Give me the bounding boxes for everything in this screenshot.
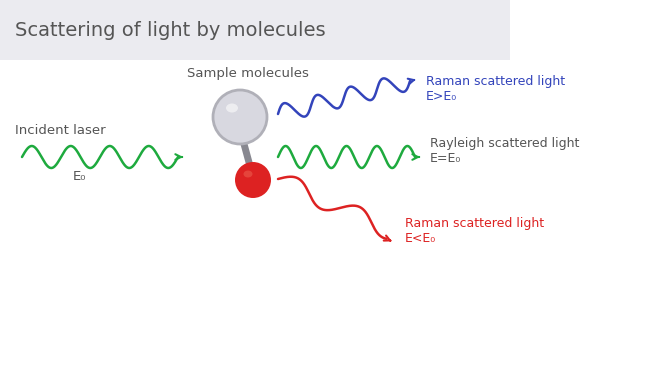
Text: Raman scattered light: Raman scattered light [405, 218, 544, 230]
Text: Scattering of light by molecules: Scattering of light by molecules [15, 20, 326, 39]
Circle shape [235, 162, 271, 198]
Ellipse shape [226, 103, 238, 113]
Text: E₀: E₀ [73, 171, 87, 183]
Text: Raman scattered light: Raman scattered light [426, 75, 565, 88]
Text: Incident laser: Incident laser [15, 124, 106, 138]
Text: Sample molecules: Sample molecules [187, 67, 309, 80]
Text: E<E₀: E<E₀ [405, 232, 436, 246]
FancyBboxPatch shape [0, 0, 510, 60]
Circle shape [213, 90, 267, 144]
Text: E>E₀: E>E₀ [426, 89, 457, 102]
Text: Rayleigh scattered light: Rayleigh scattered light [430, 138, 580, 150]
Text: E=E₀: E=E₀ [430, 152, 461, 166]
Ellipse shape [243, 171, 253, 177]
